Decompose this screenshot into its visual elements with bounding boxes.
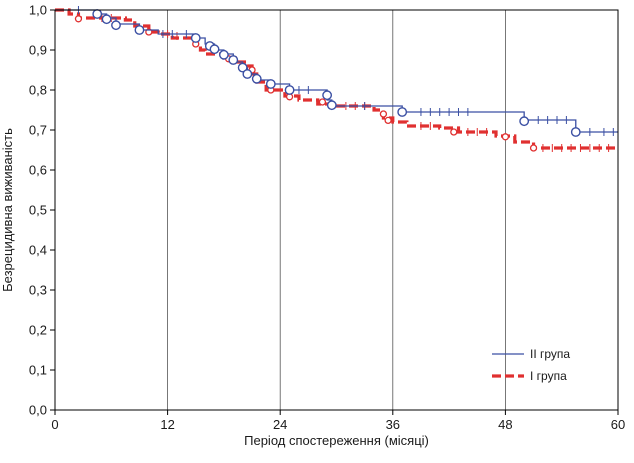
y-tick-label-0,0: 0,0 (29, 403, 47, 418)
y-tick-label-0,1: 0,1 (29, 363, 47, 378)
y-tick-label-0,3: 0,3 (29, 283, 47, 298)
y-tick-label-0,5: 0,5 (29, 203, 47, 218)
legend-label-series-0: II група (530, 347, 570, 361)
y-tick-label-0,6: 0,6 (29, 163, 47, 178)
x-axis-ticks: 0 12 24 36 48 60 (51, 410, 625, 432)
series-layer (55, 6, 618, 152)
event-marker-0-12 (265, 79, 276, 89)
legend: II група І група (492, 347, 570, 383)
event-marker-0-16 (397, 107, 408, 117)
x-tick-label-36: 36 (386, 417, 400, 432)
event-marker-0-1 (101, 14, 112, 25)
y-axis-ticks: 0,0 0,1 0,2 0,3 0,4 0,5 0,6 0,7 0,8 0,9 1,0 (29, 3, 55, 418)
event-marker-1-9 (379, 110, 388, 118)
series-0 (55, 6, 618, 137)
legend-label-series-1: І група (530, 369, 567, 383)
y-axis-title: Безрецидивна виживаність (0, 128, 15, 292)
x-tick-label-0: 0 (51, 417, 58, 432)
event-marker-0-14 (322, 90, 333, 101)
event-marker-0-9 (237, 62, 248, 73)
event-marker-0-2 (111, 20, 121, 31)
y-tick-label-0,2: 0,2 (29, 323, 47, 338)
series-line-1 (55, 8, 618, 150)
event-marker-1-13 (529, 144, 538, 152)
plot-frame (54, 9, 619, 411)
event-marker-0-18 (570, 127, 581, 137)
event-marker-0-17 (519, 116, 530, 127)
x-axis-title: Період спостереження (місяці) (244, 433, 429, 448)
event-marker-0-15 (326, 100, 337, 111)
x-tick-label-60: 60 (611, 417, 625, 432)
event-marker-1-10 (384, 116, 392, 125)
event-marker-1-8 (318, 98, 327, 106)
event-marker-0-6 (209, 44, 220, 55)
grid-lines (167, 10, 506, 410)
event-marker-0-11 (251, 73, 262, 84)
x-tick-label-12: 12 (160, 417, 174, 432)
event-marker-0-3 (134, 25, 145, 35)
x-tick-label-48: 48 (498, 417, 512, 432)
event-marker-0-4 (190, 33, 201, 43)
event-marker-1-0 (74, 15, 83, 23)
event-marker-0-13 (284, 85, 295, 95)
x-tick-label-24: 24 (273, 417, 287, 432)
event-marker-0-10 (242, 69, 253, 79)
series-line-0 (55, 9, 618, 133)
event-marker-0-0 (92, 9, 103, 19)
event-marker-0-7 (218, 49, 229, 60)
y-tick-label-1,0: 1,0 (29, 3, 47, 18)
y-tick-label-0,9: 0,9 (29, 43, 47, 58)
y-tick-label-0,7: 0,7 (29, 123, 47, 138)
y-tick-label-0,8: 0,8 (29, 83, 47, 98)
event-marker-1-12 (501, 133, 510, 141)
event-marker-1-11 (450, 128, 458, 136)
y-tick-label-0,4: 0,4 (29, 243, 47, 258)
event-marker-0-8 (228, 55, 239, 65)
